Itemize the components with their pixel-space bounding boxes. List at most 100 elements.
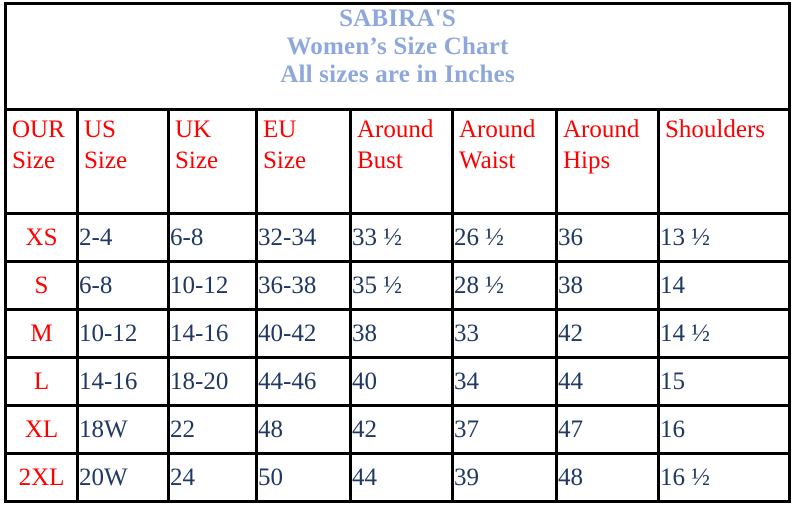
cell-around-bust: 38 bbox=[349, 308, 454, 359]
cell-shoulders: 14 ½ bbox=[656, 308, 792, 359]
cell-around-waist: 39 bbox=[451, 452, 558, 503]
value-text: 2-4 bbox=[79, 224, 113, 251]
cell-us-size: 18W bbox=[76, 404, 170, 455]
cell-uk-size: 22 bbox=[167, 404, 258, 455]
column-header-around-hips: Around Hips bbox=[555, 108, 660, 215]
header-line-1: Around bbox=[357, 116, 434, 143]
value-text: 24 bbox=[170, 464, 195, 491]
column-header-uk-size: UK Size bbox=[167, 108, 258, 215]
cell-uk-size: 18-20 bbox=[167, 356, 258, 407]
value-text: 10-12 bbox=[79, 320, 138, 347]
value-text: 42 bbox=[352, 416, 377, 443]
column-header-us-size: US Size bbox=[76, 108, 170, 215]
cell-uk-size: 6-8 bbox=[167, 212, 258, 263]
value-text: 14-16 bbox=[79, 368, 138, 395]
header-line-2: Size bbox=[263, 146, 307, 174]
cell-our-size: XS bbox=[4, 212, 79, 263]
size-label-text: XS bbox=[25, 224, 58, 251]
table-header-row: OUR Size US Size UK Size EU Size Around bbox=[4, 108, 792, 215]
value-text: 20W bbox=[79, 464, 128, 491]
value-text: 40 bbox=[352, 368, 377, 395]
column-header-around-waist: Around Waist bbox=[451, 108, 558, 215]
header-line-2: Waist bbox=[459, 146, 516, 174]
value-text: 33 bbox=[454, 320, 479, 347]
cell-around-bust: 44 bbox=[349, 452, 454, 503]
size-label-text: XL bbox=[24, 416, 59, 443]
value-text: 50 bbox=[258, 464, 283, 491]
value-text: 32-34 bbox=[258, 224, 317, 251]
value-text: 48 bbox=[558, 464, 583, 491]
cell-around-waist: 26 ½ bbox=[451, 212, 558, 263]
header-line-2: Size bbox=[12, 146, 56, 174]
value-text: 15 bbox=[660, 368, 685, 395]
cell-our-size: M bbox=[4, 308, 79, 359]
column-header-our-size: OUR Size bbox=[4, 108, 79, 215]
value-text: 36 bbox=[558, 224, 583, 251]
table-row: S 6-8 10-12 36-38 35 ½ 28 ½ 38 14 bbox=[4, 260, 792, 311]
cell-eu-size: 50 bbox=[255, 452, 352, 503]
header-line-2: Size bbox=[84, 146, 128, 174]
value-text: 13 ½ bbox=[660, 224, 710, 251]
cell-around-hips: 38 bbox=[555, 260, 660, 311]
title-row: SABIRA'S Women’s Size Chart All sizes ar… bbox=[3, 2, 792, 111]
cell-around-waist: 34 bbox=[451, 356, 558, 407]
header-line-1: OUR bbox=[12, 116, 65, 143]
chart-subtitle: Women’s Size Chart bbox=[286, 33, 509, 60]
cell-around-hips: 44 bbox=[555, 356, 660, 407]
cell-our-size: 2XL bbox=[4, 452, 79, 503]
header-line-1: Shoulders bbox=[665, 116, 765, 143]
cell-shoulders: 15 bbox=[656, 356, 792, 407]
value-text: 44 bbox=[352, 464, 377, 491]
value-text: 28 ½ bbox=[454, 272, 504, 299]
value-text: 35 ½ bbox=[352, 272, 402, 299]
value-text: 38 bbox=[558, 272, 583, 299]
value-text: 26 ½ bbox=[454, 224, 504, 251]
value-text: 44-46 bbox=[258, 368, 317, 395]
header-line-1: UK bbox=[175, 116, 212, 143]
header-line-2: Bust bbox=[357, 146, 403, 174]
value-text: 18W bbox=[79, 416, 128, 443]
cell-eu-size: 40-42 bbox=[255, 308, 352, 359]
value-text: 14-16 bbox=[170, 320, 229, 347]
cell-us-size: 10-12 bbox=[76, 308, 170, 359]
value-text: 14 bbox=[660, 272, 685, 299]
value-text: 6-8 bbox=[79, 272, 113, 299]
value-text: 33 ½ bbox=[352, 224, 402, 251]
value-text: 34 bbox=[454, 368, 479, 395]
cell-our-size: S bbox=[4, 260, 79, 311]
cell-us-size: 2-4 bbox=[76, 212, 170, 263]
table-row: M 10-12 14-16 40-42 38 33 42 14 ½ bbox=[4, 308, 792, 359]
size-label-text: L bbox=[33, 368, 50, 395]
cell-uk-size: 14-16 bbox=[167, 308, 258, 359]
size-label-text: 2XL bbox=[18, 464, 65, 491]
value-text: 14 ½ bbox=[660, 320, 710, 347]
cell-around-bust: 40 bbox=[349, 356, 454, 407]
cell-shoulders: 16 bbox=[656, 404, 792, 455]
size-chart-table: SABIRA'S Women’s Size Chart All sizes ar… bbox=[3, 2, 792, 503]
units-note: All sizes are in Inches bbox=[280, 61, 515, 88]
chart-title-block: SABIRA'S Women’s Size Chart All sizes ar… bbox=[3, 2, 792, 111]
value-text: 36-38 bbox=[258, 272, 317, 299]
cell-around-hips: 36 bbox=[555, 212, 660, 263]
cell-around-bust: 33 ½ bbox=[349, 212, 454, 263]
column-header-around-bust: Around Bust bbox=[349, 108, 454, 215]
cell-eu-size: 36-38 bbox=[255, 260, 352, 311]
header-line-1: Around bbox=[563, 116, 640, 143]
size-label-text: M bbox=[30, 320, 53, 347]
value-text: 16 ½ bbox=[660, 464, 710, 491]
value-text: 38 bbox=[352, 320, 377, 347]
table-row: 2XL 20W 24 50 44 39 48 16 ½ bbox=[4, 452, 792, 503]
column-header-eu-size: EU Size bbox=[255, 108, 352, 215]
cell-us-size: 6-8 bbox=[76, 260, 170, 311]
cell-us-size: 14-16 bbox=[76, 356, 170, 407]
cell-uk-size: 10-12 bbox=[167, 260, 258, 311]
cell-around-waist: 28 ½ bbox=[451, 260, 558, 311]
table-row: XS 2-4 6-8 32-34 33 ½ 26 ½ 36 13 ½ bbox=[4, 212, 792, 263]
cell-shoulders: 16 ½ bbox=[656, 452, 792, 503]
value-text: 37 bbox=[454, 416, 479, 443]
header-line-1: Around bbox=[459, 116, 536, 143]
header-line-1: EU bbox=[263, 116, 297, 143]
cell-around-hips: 42 bbox=[555, 308, 660, 359]
cell-our-size: L bbox=[4, 356, 79, 407]
value-text: 48 bbox=[258, 416, 283, 443]
